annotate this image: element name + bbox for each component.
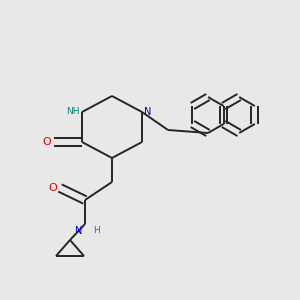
Text: NH: NH	[67, 107, 80, 116]
Text: N: N	[75, 226, 82, 236]
Text: O: O	[42, 137, 51, 147]
Text: O: O	[48, 183, 57, 193]
Text: N: N	[144, 107, 152, 117]
Text: H: H	[93, 226, 100, 235]
